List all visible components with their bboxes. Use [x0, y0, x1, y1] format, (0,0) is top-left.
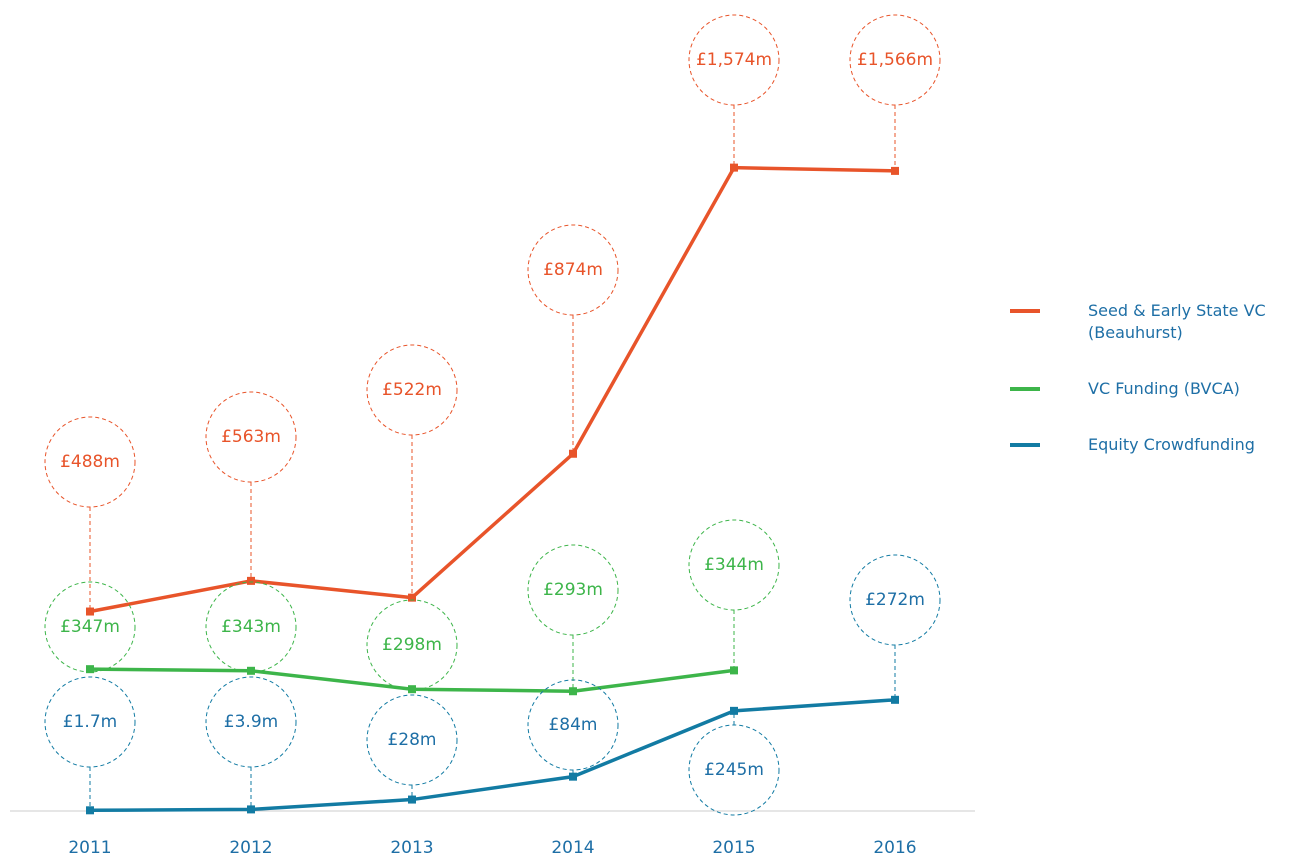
label-circle [366, 694, 458, 786]
x-tick-label: 2012 [229, 838, 272, 856]
legend-item: Equity Crowdfunding [1010, 434, 1300, 456]
legend-item: VC Funding (BVCA) [1010, 378, 1300, 400]
data-label: £28m [387, 730, 436, 750]
marker [247, 576, 255, 585]
legend: Seed & Early State VC (Beauhurst) VC Fund… [1010, 300, 1300, 490]
data-label: £347m [60, 617, 120, 637]
marker [730, 706, 738, 715]
data-label: £84m [548, 715, 597, 735]
label-circle [44, 416, 136, 508]
label-circle [849, 554, 941, 646]
x-tick-label: 2013 [390, 838, 433, 856]
legend-label: Seed & Early State VC (Beauhurst) [1088, 301, 1266, 342]
label-circle [527, 544, 619, 636]
label-circle [366, 344, 458, 436]
marker [86, 607, 94, 616]
line [89, 165, 896, 614]
data-label: £1.7m [63, 712, 117, 732]
legend-swatch [1010, 443, 1040, 447]
marker [569, 772, 577, 781]
data-label: £293m [543, 580, 603, 600]
legend-label: Equity Crowdfunding [1088, 435, 1255, 454]
legend-swatch [1010, 387, 1040, 391]
marker [891, 695, 899, 704]
data-label: £1,574m [696, 50, 772, 70]
data-label: £874m [543, 260, 603, 280]
label-circle [527, 224, 619, 316]
label-circle [688, 724, 780, 816]
line [89, 698, 896, 813]
marker [408, 593, 416, 602]
data-label: £522m [382, 380, 442, 400]
marker [730, 666, 738, 675]
label-circle [688, 519, 780, 611]
marker [891, 166, 899, 175]
data-label: £344m [704, 555, 764, 575]
series: £1.7m £3.9m £28m £84m £245m £272m [44, 554, 941, 816]
data-label: £298m [382, 635, 442, 655]
marker [569, 687, 577, 696]
data-label: £1,566m [857, 50, 933, 70]
marker [247, 666, 255, 675]
label-circle [205, 676, 297, 768]
data-label: £245m [704, 760, 764, 780]
data-label: £488m [60, 452, 120, 472]
marker [86, 665, 94, 674]
legend-item: Seed & Early State VC (Beauhurst) [1010, 300, 1300, 344]
x-tick-label: 2015 [712, 838, 755, 856]
label-circle [849, 14, 941, 106]
marker [730, 163, 738, 172]
label-circle [44, 676, 136, 768]
legend-label: VC Funding (BVCA) [1088, 379, 1240, 398]
series: £488m £563m £522m £874m £1,574m £1,566m [44, 14, 941, 616]
marker [86, 806, 94, 815]
x-tick-label: 2016 [873, 838, 916, 856]
x-tick-label: 2011 [68, 838, 111, 856]
marker [408, 685, 416, 694]
data-label: £343m [221, 617, 281, 637]
marker [408, 795, 416, 804]
label-circle [205, 391, 297, 483]
data-label: £563m [221, 427, 281, 447]
label-circle [688, 14, 780, 106]
data-label: £3.9m [224, 712, 278, 732]
data-label: £272m [865, 590, 925, 610]
marker [247, 805, 255, 814]
series: £347m £343m £298m £293m £344m [44, 519, 780, 696]
marker [569, 449, 577, 458]
legend-swatch [1010, 309, 1040, 313]
x-tick-label: 2014 [551, 838, 594, 856]
label-circle [527, 679, 619, 771]
